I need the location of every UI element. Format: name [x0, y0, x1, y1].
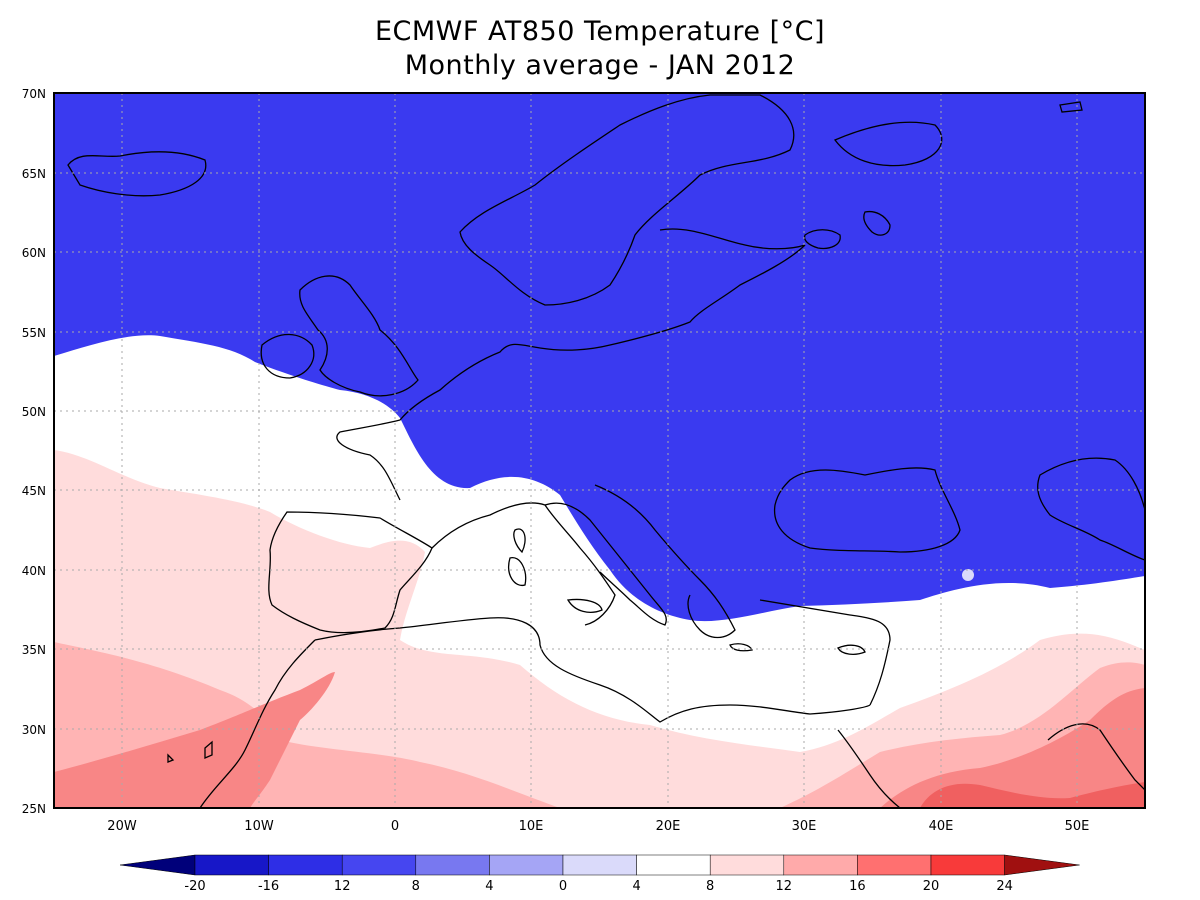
colorbar-segment [857, 854, 932, 876]
lon-label: 10W [244, 819, 274, 834]
warm-deep-region-fill [920, 782, 1145, 808]
lat-label: 55N [22, 326, 46, 340]
colorbar-tick-label: -16 [258, 879, 279, 894]
lon-label: 0 [391, 819, 399, 834]
warm-strong-region-fill [54, 672, 335, 808]
map-title: ECMWF AT850 Temperature [°C] [374, 16, 826, 47]
colorbar-segment [415, 854, 490, 876]
colorbar-segment [636, 854, 711, 876]
colorbar-tick-label: 16 [849, 879, 866, 894]
colorbar-segment [341, 854, 417, 876]
colorbar-right-arrow [1004, 854, 1080, 876]
lat-label: 30N [22, 723, 46, 737]
colorbar-segment [562, 854, 637, 876]
colorbar-tick-label: 20 [923, 879, 940, 894]
colorbar-segment [268, 854, 343, 876]
colorbar-segment [930, 854, 1005, 876]
colorbar-tick-label: 4 [632, 879, 640, 894]
lat-axis: 70N 65N 60N 55N 50N 45N 40N 35N 30N 25N [22, 87, 46, 816]
lat-label: 45N [22, 484, 46, 498]
warm-strong-region-east [880, 688, 1145, 808]
map-subtitle: Monthly average - JAN 2012 [404, 50, 796, 81]
lat-label: 35N [22, 643, 46, 657]
colorbar-segment [489, 854, 564, 876]
lat-label: 70N [22, 87, 46, 101]
lon-label: 30E [792, 819, 817, 834]
lat-label: 40N [22, 564, 46, 578]
colorbar-tick-label: 24 [996, 879, 1013, 894]
colorbar: -20 -16 12 8 4 0 4 8 12 16 20 24 [119, 854, 1080, 894]
colorbar-left-arrow [119, 854, 196, 876]
lon-label: 40E [929, 819, 954, 834]
warm-light-region-fill [54, 450, 1145, 808]
coastlines [67, 94, 1145, 808]
colorbar-segment [783, 854, 858, 876]
lon-label: 20E [656, 819, 681, 834]
colorbar-tick-label: 0 [559, 879, 567, 894]
lon-label: 50E [1065, 819, 1090, 834]
colorbar-segment [709, 854, 785, 876]
map-frame [53, 92, 1146, 809]
lat-label: 65N [22, 167, 46, 181]
lat-label: 25N [22, 802, 46, 816]
colorbar-tick-label: 4 [485, 879, 493, 894]
colorbar-tick-label: -20 [184, 879, 205, 894]
lat-label: 50N [22, 405, 46, 419]
grid-lines [54, 93, 1145, 808]
temperature-field [54, 93, 1145, 808]
pale-blue-patch [962, 569, 974, 581]
lon-label: 10E [519, 819, 544, 834]
lon-axis: 20W 10W 0 10E 20E 30E 40E 50E [107, 819, 1089, 834]
colorbar-tick-label: 8 [412, 879, 420, 894]
lat-label: 60N [22, 246, 46, 260]
colorbar-tick-label: 8 [706, 879, 714, 894]
lon-label: 20W [107, 819, 137, 834]
colorbar-tick-label: 12 [334, 879, 351, 894]
colorbar-tick-label: 12 [776, 879, 793, 894]
colorbar-segment [194, 854, 269, 876]
